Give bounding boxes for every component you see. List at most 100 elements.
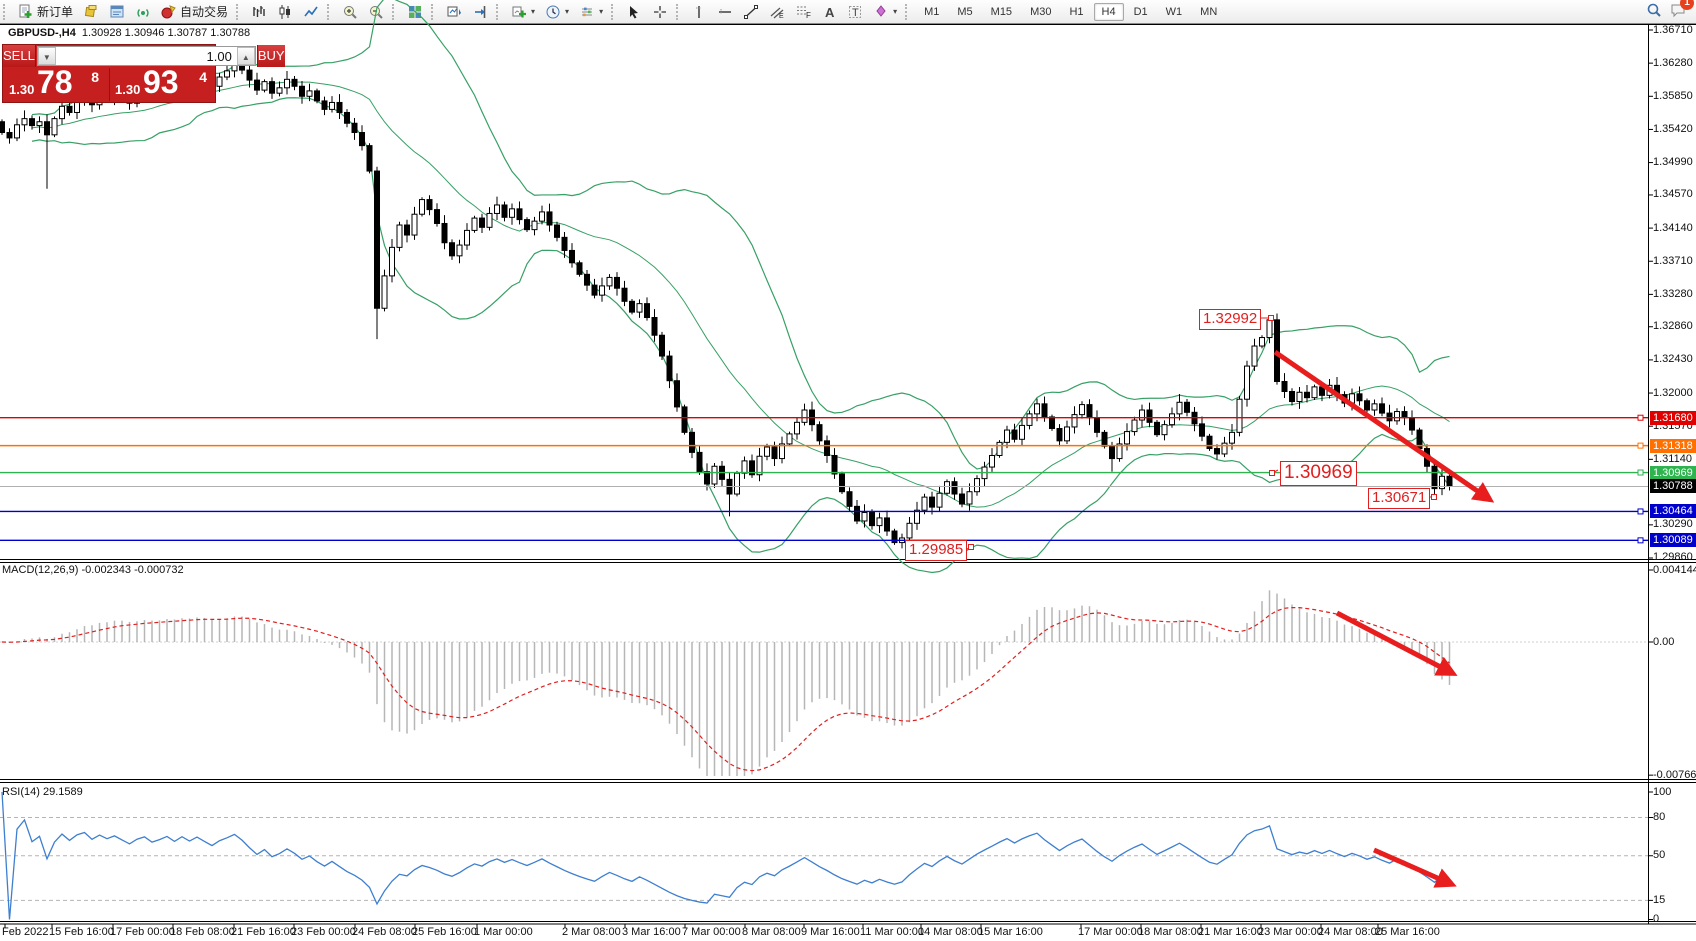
profiles-button[interactable]: ▾ <box>540 0 574 23</box>
timeframe-mn-button[interactable]: MN <box>1200 5 1218 18</box>
toolbar-separator <box>392 3 399 20</box>
time-axis-label: 15 Feb 16:00 <box>49 926 114 938</box>
auto-trading-button-label: 自动交易 <box>180 5 229 19</box>
price-level-badge: 1.30464 <box>1650 504 1696 519</box>
navigator-icon <box>109 4 125 20</box>
rsi-axis-label: 100 <box>1653 785 1672 798</box>
settings-icon <box>579 4 595 20</box>
hline-icon <box>717 4 733 20</box>
rsi-label: RSI(14) 29.1589 <box>2 786 83 798</box>
time-axis-label: 9 Mar 16:00 <box>801 926 860 938</box>
bar-chart-button[interactable] <box>246 0 272 23</box>
dropdown-caret-icon: ▾ <box>599 7 604 16</box>
timeframe-m5-button[interactable]: M5 <box>957 5 973 18</box>
channel-button[interactable]: E <box>764 0 790 23</box>
crosshair-button[interactable] <box>647 0 673 23</box>
timeframe-h1-button[interactable]: H1 <box>1069 5 1084 18</box>
market-watch-button[interactable] <box>78 0 104 23</box>
arrange-charts-button[interactable] <box>441 0 467 23</box>
arrows-button[interactable]: ▾ <box>868 0 902 23</box>
chart-shift-button[interactable] <box>467 0 493 23</box>
price-annotation[interactable]: 1.30969 <box>1280 461 1357 486</box>
price-level-badge: 1.30969 <box>1650 465 1696 480</box>
time-axis-label: 17 Mar 00:00 <box>1078 926 1143 938</box>
time-axis-label: 18 Mar 08:00 <box>1138 926 1203 938</box>
buy-button[interactable]: BUY <box>256 45 285 67</box>
buy-price[interactable]: 1.30 93 4 <box>109 64 215 101</box>
rsi-axis-label: 0 <box>1653 913 1660 925</box>
time-axis-label: 21 Feb 16:00 <box>231 926 296 938</box>
fibonacci-button[interactable]: F <box>790 0 816 23</box>
candlestick-button[interactable] <box>272 0 298 23</box>
navigator-button[interactable] <box>104 0 130 23</box>
auto-trading-button[interactable]: 自动交易 <box>156 0 233 23</box>
trendline-button[interactable] <box>738 0 764 23</box>
timeframe-w1-button[interactable]: W1 <box>1165 5 1183 18</box>
timeframe-m1-button[interactable]: M1 <box>924 5 940 18</box>
price-axis-label: 1.34570 <box>1653 188 1693 201</box>
price-axis-label: 1.36280 <box>1653 56 1693 69</box>
text-button[interactable]: A <box>816 0 842 23</box>
price-axis-label: 1.32860 <box>1653 320 1693 333</box>
time-axis-label: 11 Mar 00:00 <box>860 926 925 938</box>
time-axis-label: 23 Feb 00:00 <box>291 926 356 938</box>
vertical-line-button[interactable] <box>686 0 712 23</box>
sell-price[interactable]: 1.30 78 8 <box>4 64 107 101</box>
price-annotation[interactable]: 1.30671 <box>1368 488 1431 509</box>
new-order-button[interactable]: 新订单 <box>13 0 78 23</box>
time-axis-label: 23 Mar 00:00 <box>1258 926 1323 938</box>
volume-input[interactable] <box>55 47 237 65</box>
price-annotation[interactable]: 1.32992 <box>1199 309 1262 330</box>
macd-axis-label: 0.00 <box>1653 635 1675 648</box>
dropdown-caret-icon: ▾ <box>531 7 536 16</box>
textT-icon: T <box>847 4 863 20</box>
tline-icon <box>743 4 759 20</box>
sell-button[interactable]: SELL <box>3 45 36 67</box>
timeframe-m15-button[interactable]: M15 <box>990 5 1013 18</box>
notification-badge: 1 <box>1680 0 1694 10</box>
notifications-button[interactable]: 1 <box>1670 0 1694 21</box>
chart-properties-button[interactable]: ▾ <box>574 0 608 23</box>
volume-increase-button[interactable]: ▲ <box>236 47 255 65</box>
candles-icon <box>277 4 293 20</box>
volume-decrease-button[interactable]: ▼ <box>37 47 56 65</box>
time-axis-label: 15 Mar 16:00 <box>978 926 1043 938</box>
price-axis-label: 1.34140 <box>1653 221 1693 234</box>
cursor-icon <box>626 4 642 20</box>
line-chart-button[interactable] <box>298 0 324 23</box>
price-axis-label: 1.31140 <box>1653 452 1692 465</box>
time-axis-label: 18 Feb 08:00 <box>170 926 235 938</box>
toolbar: 新订单 自动交易 ▾ ▾ ▾ E F A T ▾ M1 M5 M15 M30 H1 H4 D1 W1 MN 1 <box>0 0 1696 24</box>
vline-icon <box>691 4 707 20</box>
timeframe-m30-button[interactable]: M30 <box>1030 5 1052 18</box>
price-annotation[interactable]: 1.29985 <box>905 540 968 561</box>
time-axis-label: 14 Mar 08:00 <box>918 926 983 938</box>
text-label-button[interactable]: T <box>842 0 868 23</box>
rsi-axis-label: 50 <box>1653 849 1666 862</box>
svg-text:F: F <box>806 11 811 20</box>
new-chart-button[interactable]: ▾ <box>506 0 540 23</box>
svg-text:T: T <box>852 7 859 19</box>
price-axis-label: 1.35420 <box>1653 122 1693 135</box>
zoom-in-button[interactable] <box>337 0 363 23</box>
time-axis-label: 25 Mar 16:00 <box>1375 926 1440 938</box>
buy-price-big: 93 <box>143 64 179 100</box>
channel-icon: E <box>769 4 785 20</box>
cursor-button[interactable] <box>621 0 647 23</box>
search-icon[interactable] <box>1646 2 1662 21</box>
price-axis-label: 1.30290 <box>1653 518 1693 531</box>
fibo-icon: F <box>795 4 811 20</box>
macd-label: MACD(12,26,9) -0.002343 -0.000732 <box>2 564 184 576</box>
neworder-icon <box>18 4 34 20</box>
horizontal-line-button[interactable] <box>712 0 738 23</box>
toolbar-separator <box>327 3 334 20</box>
new-order-button-label: 新订单 <box>37 5 74 19</box>
shift-icon <box>472 4 488 20</box>
timeframe-d1-button[interactable]: D1 <box>1133 5 1148 18</box>
timeframe-h4-button[interactable]: H4 <box>1093 2 1124 21</box>
price-axis-label: 1.33280 <box>1653 287 1693 300</box>
shapes-icon <box>873 4 889 20</box>
signals-button[interactable] <box>130 0 156 23</box>
